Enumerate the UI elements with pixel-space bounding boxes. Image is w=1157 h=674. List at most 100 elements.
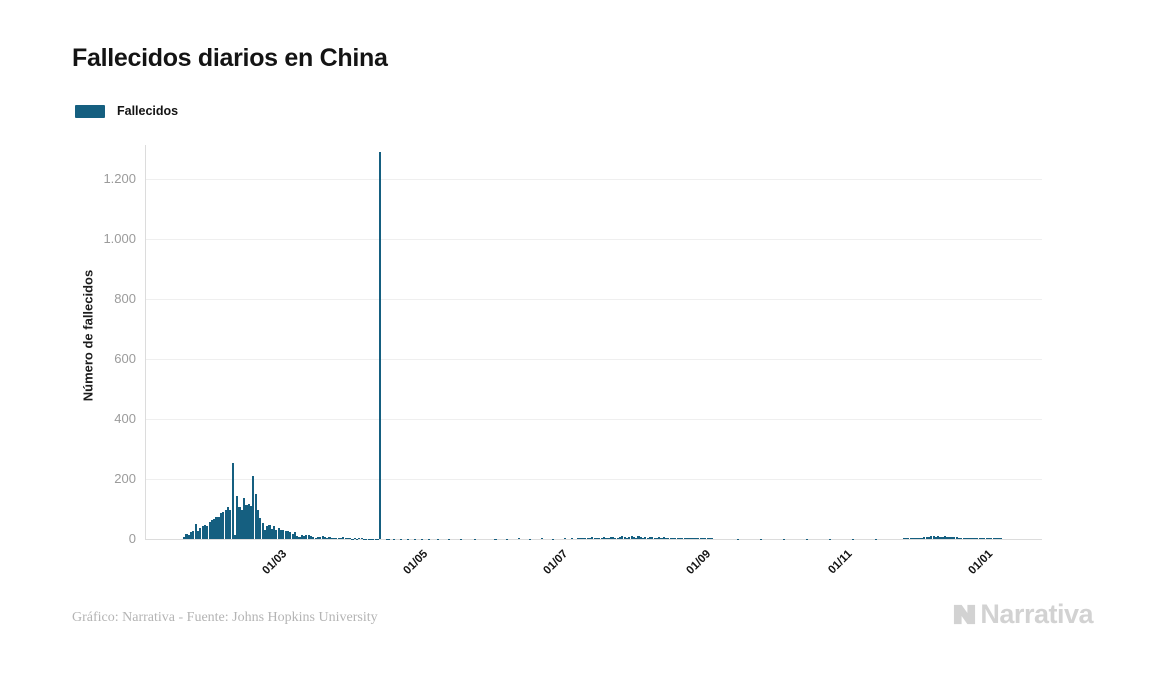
bar[interactable] [256, 509, 260, 539]
bar[interactable] [314, 538, 317, 539]
bar[interactable] [330, 537, 333, 539]
bar[interactable] [621, 536, 624, 539]
bar[interactable] [962, 537, 965, 539]
bar[interactable] [291, 533, 294, 539]
bar[interactable] [635, 537, 638, 539]
bar[interactable] [240, 509, 243, 539]
bar[interactable] [690, 537, 693, 539]
bar[interactable] [328, 537, 331, 539]
bar[interactable] [630, 536, 633, 539]
bar[interactable] [927, 536, 931, 539]
bar[interactable] [584, 537, 587, 539]
bar[interactable] [582, 538, 585, 539]
bar[interactable] [289, 532, 292, 539]
bar[interactable] [623, 537, 626, 539]
bar[interactable] [342, 536, 345, 539]
bar[interactable] [669, 537, 672, 539]
bar[interactable] [957, 537, 961, 539]
bar[interactable] [360, 538, 363, 539]
bar[interactable] [312, 536, 315, 539]
bar[interactable] [699, 538, 702, 539]
bar[interactable] [183, 536, 186, 539]
bar[interactable] [243, 498, 246, 539]
bar[interactable] [326, 537, 329, 539]
bar[interactable] [300, 535, 303, 539]
bar[interactable] [224, 509, 227, 539]
bar[interactable] [676, 537, 679, 539]
bar[interactable] [268, 524, 271, 539]
bar[interactable] [916, 538, 919, 539]
bar[interactable] [941, 536, 944, 539]
bar[interactable] [203, 525, 206, 539]
bar[interactable] [303, 536, 306, 539]
bar[interactable] [981, 538, 984, 539]
bar[interactable] [344, 537, 347, 539]
bar[interactable] [658, 536, 661, 539]
bar[interactable] [939, 536, 942, 539]
bar[interactable] [309, 535, 313, 539]
bar[interactable] [222, 512, 225, 539]
bar[interactable] [609, 537, 612, 539]
bar[interactable] [296, 535, 299, 539]
bar[interactable] [974, 538, 977, 539]
bar[interactable] [944, 536, 947, 539]
bar[interactable] [563, 538, 566, 539]
bar[interactable] [978, 538, 981, 539]
legend-label[interactable]: Fallecidos [117, 104, 179, 118]
bar[interactable] [187, 534, 190, 539]
bar[interactable] [192, 531, 195, 539]
bar[interactable] [946, 536, 949, 539]
bar[interactable] [579, 537, 582, 539]
bar[interactable] [695, 538, 698, 539]
bar[interactable] [697, 538, 700, 539]
bar[interactable] [662, 537, 665, 539]
bar[interactable] [588, 537, 592, 539]
bar[interactable] [196, 531, 200, 539]
bar[interactable] [593, 538, 596, 539]
bar[interactable] [600, 537, 603, 539]
bar[interactable] [704, 538, 707, 539]
bar[interactable] [990, 538, 993, 539]
bar[interactable] [692, 538, 695, 539]
bar[interactable] [632, 536, 635, 539]
bar[interactable] [250, 506, 253, 539]
bar[interactable] [921, 537, 924, 539]
bar[interactable] [701, 538, 705, 539]
bar[interactable] [259, 517, 262, 539]
bar[interactable] [994, 538, 997, 539]
bar[interactable] [570, 538, 573, 539]
bar[interactable] [337, 537, 340, 539]
bar[interactable] [333, 537, 336, 539]
bar[interactable] [997, 538, 1000, 539]
bar[interactable] [665, 538, 668, 539]
bar[interactable] [275, 529, 278, 539]
bar[interactable] [517, 538, 520, 539]
bar[interactable] [967, 537, 970, 539]
bar[interactable] [261, 523, 264, 539]
bar[interactable] [637, 536, 640, 539]
bar[interactable] [911, 538, 914, 539]
bar[interactable] [247, 503, 250, 539]
bar[interactable] [681, 537, 684, 539]
bar[interactable] [323, 536, 326, 539]
bar[interactable] [185, 534, 188, 539]
bar[interactable] [628, 536, 631, 539]
bar[interactable] [577, 538, 580, 539]
bar[interactable] [319, 537, 322, 539]
bar[interactable] [612, 536, 615, 539]
bar[interactable] [217, 517, 220, 539]
bar[interactable] [932, 536, 935, 539]
bar[interactable] [985, 538, 988, 539]
bar[interactable] [282, 530, 285, 539]
bar[interactable] [953, 536, 956, 539]
bar[interactable] [653, 537, 656, 539]
bar[interactable] [660, 537, 663, 539]
bar[interactable] [286, 530, 289, 539]
bar[interactable] [349, 538, 352, 539]
bar[interactable] [591, 537, 594, 539]
bar[interactable] [667, 537, 670, 539]
bar[interactable] [231, 462, 234, 539]
bar[interactable] [307, 535, 310, 539]
bar[interactable] [233, 535, 236, 539]
bar[interactable] [934, 536, 937, 539]
